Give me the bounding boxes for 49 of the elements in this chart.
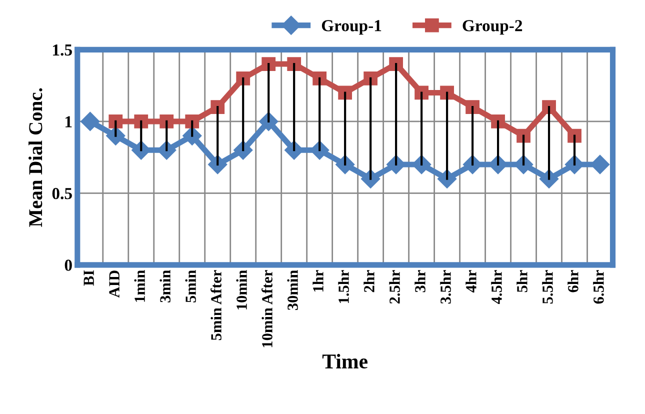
- legend-label: Group-2: [462, 20, 522, 35]
- x-tick-label: 2.5hr: [389, 270, 400, 304]
- point: [262, 57, 276, 71]
- point: [389, 57, 404, 71]
- point: [160, 114, 174, 128]
- x-tick-label: 1.5hr: [338, 270, 349, 303]
- point: [134, 114, 148, 128]
- x-tick-label: 6.5hr: [593, 270, 604, 304]
- x-tick-label: 4hr: [466, 270, 476, 293]
- x-tick-label: 4.5hr: [491, 270, 502, 304]
- y-tick-label: 1.5: [53, 44, 72, 56]
- x-tick-label: 1min: [134, 270, 145, 302]
- x-tick-label: 3.5hr: [440, 270, 451, 304]
- point: [236, 71, 250, 86]
- x-tick-label: 1hr: [312, 270, 324, 292]
- x-tick-label: AID: [109, 270, 120, 298]
- point: [185, 114, 200, 128]
- point: [568, 128, 582, 143]
- x-tick-label: 5min: [185, 270, 196, 302]
- y-axis-title: Mean Dial Conc.: [28, 88, 42, 227]
- y-tick-label: 0: [64, 260, 72, 271]
- x-tick-label: BI: [84, 270, 94, 286]
- x-tick-label: 30min: [287, 270, 298, 310]
- x-tick-label: 5.5hr: [542, 270, 553, 304]
- x-tick-label: 2hr: [364, 270, 374, 292]
- point: [466, 100, 480, 114]
- point: [414, 86, 428, 100]
- y-tick-label: 0.5: [52, 188, 72, 200]
- x-tick-label: 5min After: [210, 270, 222, 340]
- point: [338, 86, 352, 100]
- point: [287, 57, 302, 71]
- x-tick-label: 6hr: [568, 270, 578, 292]
- x-tick-label: 5hr: [516, 270, 528, 292]
- x-tick-label: 3hr: [414, 270, 426, 292]
- point: [312, 71, 327, 86]
- point: [440, 86, 454, 100]
- x-tick-label: 10min: [236, 270, 247, 310]
- point: [542, 100, 556, 114]
- x-tick-label: 3min: [160, 270, 170, 302]
- point: [108, 114, 123, 128]
- point: [516, 128, 530, 143]
- x-axis-title: Time: [322, 354, 368, 369]
- point: [210, 100, 225, 114]
- x-tick-label: 10min After: [262, 270, 272, 348]
- point: [491, 114, 505, 128]
- legend-label: Group-1: [322, 20, 382, 35]
- point: [80, 112, 100, 131]
- y-tick-label: 1: [66, 116, 72, 128]
- point: [364, 71, 378, 86]
